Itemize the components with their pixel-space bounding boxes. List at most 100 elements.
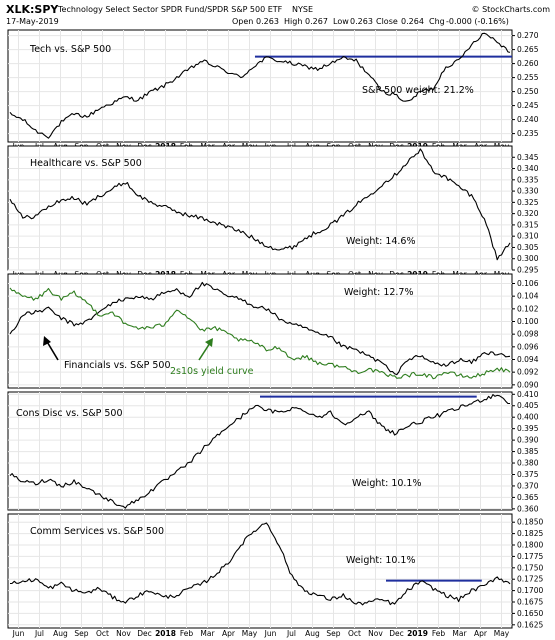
y-tick-label: 0.100 [517, 317, 539, 326]
y-tick-label: 0.400 [517, 413, 539, 422]
low-value: 0.263 [350, 17, 373, 26]
ticker-symbol: XLK:SPY [6, 3, 59, 16]
y-tick-label: 0.1625 [517, 620, 543, 629]
panel-title: Comm Services vs. S&P 500 [30, 526, 164, 537]
panel-tech: 0.270 0.265 0.260 0.255 0.250 0.245 0.240 0.235… [7, 29, 539, 151]
y-tick-label: 0.235 [517, 129, 539, 138]
y-tick-label: 0.255 [517, 73, 539, 82]
y-tick-label: 0.335 [517, 175, 539, 184]
chg-value: -0.000 (-0.16%) [446, 17, 509, 26]
credit-label: © StockCharts.com [472, 5, 551, 14]
y-tick-label: 0.385 [517, 447, 539, 456]
panel-title: Healthcare vs. S&P 500 [30, 158, 142, 169]
y-tick-label: 0.340 [517, 164, 539, 173]
x-tick-label: Nov [116, 629, 131, 638]
panel-title: Financials vs. S&P 500 [64, 360, 171, 371]
y-tick-label: 0.250 [517, 87, 539, 96]
chart-header: XLK:SPY Technology Select Sector SPDR Fu… [6, 3, 550, 26]
x-tick-label: 2019 [407, 629, 428, 638]
y-tick-label: 0.320 [517, 209, 539, 218]
y-tick-label: 0.365 [517, 493, 539, 502]
x-tick-label: Oct [96, 629, 109, 638]
panel-title: Cons Disc vs. S&P 500 [16, 408, 123, 419]
x-tick-label: Aug [53, 629, 68, 638]
yield-curve-line [9, 287, 511, 380]
low-label: Low [333, 17, 349, 26]
y-tick-label: 0.315 [517, 220, 539, 229]
y-tick-label: 0.330 [517, 187, 539, 196]
y-tick-label: 0.090 [517, 380, 539, 389]
y-tick-label: 0.395 [517, 424, 539, 433]
y-tick-label: 0.370 [517, 481, 539, 490]
y-tick-label: 0.096 [517, 342, 539, 351]
y-tick-label: 0.1850 [517, 518, 543, 527]
x-tick-label: Jul [286, 629, 296, 638]
yield-curve-arrow [198, 342, 211, 361]
x-tick-label: Feb [432, 629, 446, 638]
x-tick-label: Nov [368, 629, 383, 638]
x-tick-label: Feb [180, 629, 194, 638]
y-tick-label: 0.300 [517, 254, 539, 263]
price-series-line [9, 522, 511, 606]
y-tick-label: 0.098 [517, 330, 539, 339]
x-tick-label: Dec [137, 629, 152, 638]
y-tick-label: 0.092 [517, 368, 539, 377]
yield-curve-label: 2s10s yield curve [170, 366, 254, 377]
y-tick-label: 0.270 [517, 31, 539, 40]
y-tick-label: 0.345 [517, 153, 539, 162]
y-tick-label: 0.405 [517, 401, 539, 410]
date-label: 17-May-2019 [6, 17, 59, 26]
y-tick-label: 0.1750 [517, 563, 543, 572]
y-tick-label: 0.295 [517, 266, 539, 275]
y-tick-label: 0.1700 [517, 586, 543, 595]
x-tick-label: Dec [389, 629, 404, 638]
y-tick-label: 0.310 [517, 232, 539, 241]
x-tick-label: 2018 [155, 629, 176, 638]
x-tick-label: Apr [222, 629, 236, 638]
y-tick-label: 0.325 [517, 198, 539, 207]
high-value: 0.267 [305, 17, 328, 26]
y-tick-label: 0.102 [517, 304, 539, 313]
y-tick-label: 0.094 [517, 355, 539, 364]
y-tick-label: 0.1825 [517, 529, 543, 538]
financials-annotations [43, 336, 213, 361]
x-tick-label: Aug [305, 629, 320, 638]
chg-label: Chg [429, 17, 445, 26]
x-tick-label: May [242, 629, 258, 638]
y-tick-label: 0.360 [517, 504, 539, 513]
y-tick-label: 0.245 [517, 101, 539, 110]
close-label: Close [376, 17, 398, 26]
panel-title: Tech vs. S&P 500 [29, 44, 111, 55]
x-tick-label: May [494, 629, 510, 638]
open-label: Open [232, 17, 253, 26]
weight-annotation: Weight: 10.1% [352, 478, 422, 489]
weight-annotation: Weight: 12.7% [344, 287, 414, 298]
panel-healthcare: 0.345 0.340 0.335 0.330 0.325 0.320 0.315 0.310… [7, 145, 539, 279]
x-tick-label: Jun [264, 629, 277, 638]
x-tick-label: Sep [74, 629, 88, 638]
open-value: 0.263 [256, 17, 279, 26]
y-tick-label: 0.305 [517, 243, 539, 252]
panel-frame [7, 29, 513, 143]
y-tick-label: 0.106 [517, 279, 539, 288]
panel-cons-disc: 0.410 0.405 0.400 0.395 0.390 0.385 0.380 0.375… [7, 390, 539, 513]
weight-annotation: Weight: 14.6% [346, 236, 416, 247]
high-label: High [284, 17, 302, 26]
y-tick-label: 0.1725 [517, 575, 543, 584]
yield-curve-arrowhead [205, 338, 213, 347]
panel-frame [7, 513, 513, 629]
x-tick-label: Apr [474, 629, 488, 638]
y-tick-label: 0.390 [517, 436, 539, 445]
x-tick-label: Mar [200, 629, 215, 638]
panel-frame [7, 145, 513, 271]
panel-frame [7, 273, 513, 389]
weight-annotation: Weight: 10.1% [346, 555, 416, 566]
price-series-line [9, 32, 511, 139]
x-tick-label: Jul [34, 629, 44, 638]
x-tick-label: Sep [326, 629, 340, 638]
y-tick-label: 0.260 [517, 59, 539, 68]
price-series-line [9, 281, 511, 376]
weight-annotation: S&P 500 weight: 21.2% [362, 85, 474, 96]
y-tick-label: 0.240 [517, 115, 539, 124]
